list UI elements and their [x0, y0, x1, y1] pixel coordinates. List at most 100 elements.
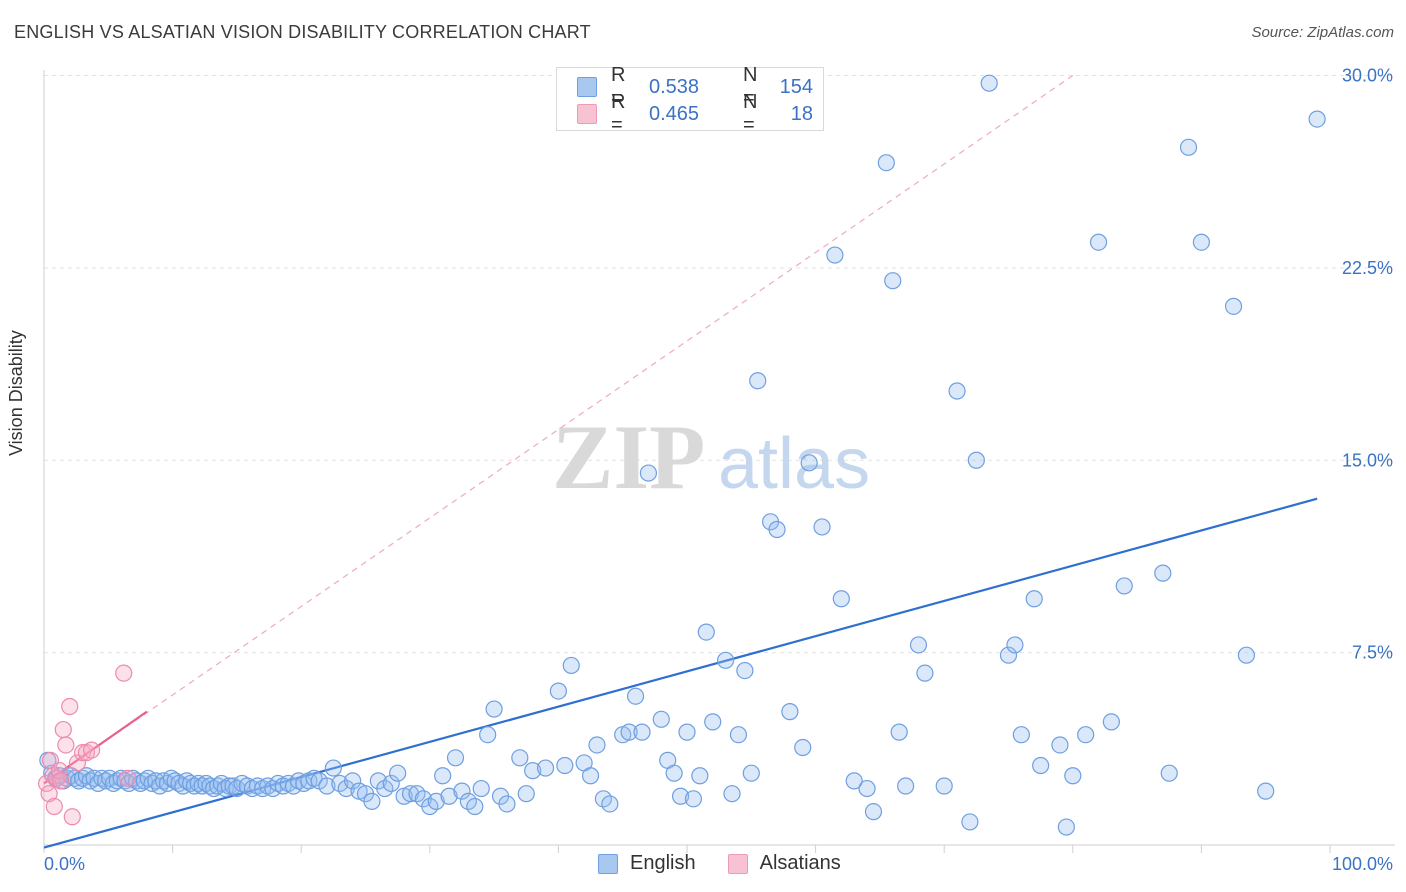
point-english [781, 703, 799, 721]
point-english [1237, 646, 1256, 664]
point-english [536, 759, 555, 777]
axes [43, 70, 1395, 853]
point-english [1051, 736, 1069, 754]
point-english [916, 664, 934, 682]
point-english [999, 646, 1018, 664]
point-english [1064, 767, 1082, 785]
point-english [446, 749, 465, 767]
point-english [736, 661, 754, 680]
point-english [556, 756, 574, 775]
point-english [601, 795, 619, 813]
source-label: Source: ZipAtlas.com [1251, 24, 1394, 41]
watermark: ZIP atlas [552, 406, 870, 508]
point-english [678, 723, 696, 741]
n-label: N = [743, 91, 758, 136]
point-english [1115, 577, 1133, 595]
point-english [427, 792, 445, 810]
point-english [935, 777, 953, 795]
point-english [466, 797, 484, 816]
r-value: 0.538 [649, 75, 700, 98]
point-english [382, 774, 400, 793]
data-points [37, 74, 1326, 836]
y-tick-label: 30.0% [1342, 66, 1393, 86]
legend-row-alsatians: R = 0.465 N = 18 [577, 91, 813, 136]
point-english [768, 520, 786, 539]
point-english [723, 785, 741, 803]
point-english [401, 785, 420, 803]
point-english [845, 772, 863, 790]
r-label: R = [611, 91, 626, 136]
point-english [729, 726, 748, 744]
point-english [652, 710, 670, 728]
point-english [324, 759, 342, 777]
chart-title: ENGLISH VS ALSATIAN VISION DISABILITY CO… [14, 22, 591, 42]
point-english [511, 749, 529, 767]
point-alsatians [82, 741, 101, 759]
watermark-zip: ZIP [552, 406, 705, 508]
gridlines [44, 75, 1395, 654]
point-english [562, 656, 580, 675]
y-tick-label: 7.5% [1352, 643, 1393, 663]
point-english [1192, 233, 1211, 251]
legend-swatch-alsatians [727, 853, 748, 874]
point-english [581, 767, 600, 785]
series-legend: English Alsatians [598, 852, 873, 875]
legend-swatch-alsatians [577, 104, 597, 124]
point-english [363, 792, 381, 810]
watermark-atlas: atlas [718, 424, 870, 504]
point-alsatians [45, 797, 63, 816]
y-axis-label: Vision Disability [6, 330, 26, 456]
point-english [1057, 818, 1075, 836]
point-english [485, 700, 503, 718]
point-english [1077, 726, 1095, 744]
n-value: 18 [790, 102, 813, 125]
trend-line-english [43, 497, 1318, 849]
point-alsatians [40, 785, 58, 803]
point-english [517, 785, 535, 803]
point-english [440, 787, 458, 805]
tick-labels: 7.5% 15.0% 22.5% 30.0% 0.0% 100.0% [44, 66, 1393, 875]
point-english [1308, 110, 1326, 128]
point-english [1224, 297, 1243, 315]
point-english [1012, 726, 1030, 744]
point-english [948, 382, 966, 400]
n-label: N = [743, 64, 758, 109]
point-english [716, 651, 735, 669]
point-english [389, 764, 407, 782]
y-tick-label: 22.5% [1342, 258, 1393, 278]
point-english [1006, 636, 1024, 654]
point-english [742, 764, 760, 782]
point-english [344, 772, 362, 790]
x-tick-label: 100.0% [1332, 854, 1393, 874]
point-english [472, 779, 490, 798]
y-tick-label: 15.0% [1342, 450, 1393, 470]
point-english [524, 762, 542, 780]
point-english [1179, 138, 1198, 156]
point-english [967, 451, 985, 469]
legend-swatch-english [577, 77, 597, 97]
legend-label-alsatians: Alsatians [759, 852, 841, 874]
point-english [800, 454, 818, 472]
point-english [826, 246, 844, 264]
point-english [684, 790, 703, 808]
point-english [980, 74, 998, 92]
point-english [498, 795, 516, 813]
point-english [961, 813, 979, 831]
point-english [434, 767, 452, 785]
point-english [620, 723, 638, 741]
point-alsatians [54, 720, 72, 739]
point-english [453, 782, 471, 800]
point-english [697, 623, 715, 641]
point-english [1154, 564, 1172, 582]
point-english [1032, 756, 1050, 775]
point-english [626, 687, 645, 705]
point-english [1160, 764, 1178, 782]
point-english [749, 372, 767, 390]
point-english [897, 777, 915, 795]
point-english [864, 803, 883, 821]
point-english [633, 723, 651, 741]
point-alsatians [52, 772, 70, 790]
point-english [884, 272, 902, 290]
point-english [691, 767, 709, 785]
